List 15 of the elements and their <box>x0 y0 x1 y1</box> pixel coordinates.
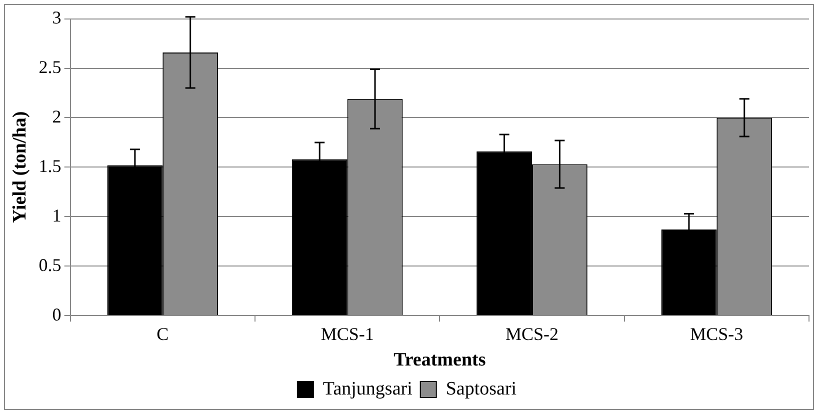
y-tick-label: 1.5 <box>38 156 62 176</box>
y-tick-label: 3 <box>52 8 62 28</box>
x-tick-label: MCS-2 <box>505 324 558 344</box>
y-tick-label: 1 <box>52 205 62 226</box>
y-tick-label: 2 <box>52 106 62 126</box>
y-tick-label: 0 <box>52 304 62 324</box>
x-axis-title: Treatments <box>394 350 486 371</box>
y-axis-title: Yield (ton/ha) <box>9 111 30 224</box>
x-tick-label: C <box>156 324 169 344</box>
y-tick-label: 0.5 <box>38 254 62 275</box>
x-tick-label: MCS-3 <box>690 324 744 344</box>
legend-label: Saptosari <box>446 378 517 400</box>
y-tick-label: 2.5 <box>38 57 62 77</box>
legend-label: Tanjungsari <box>322 378 412 400</box>
x-tick-label: MCS-1 <box>320 324 374 344</box>
